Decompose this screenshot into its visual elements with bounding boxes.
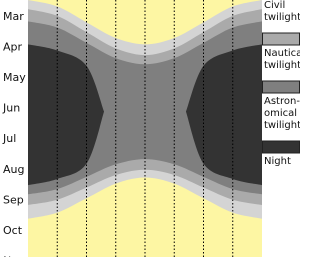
legend-swatch <box>262 32 300 46</box>
y-tick-label: Apr <box>3 40 23 53</box>
y-tick-label: Oct <box>3 224 23 237</box>
y-tick-label: Sep <box>3 193 24 206</box>
chart: Mar Apr May Jun Jul Aug Sep Oct Nov Civiltwilight… <box>2 0 300 257</box>
band-area <box>185 44 262 186</box>
y-tick-label: Jun <box>2 102 20 115</box>
y-tick-label: Nov <box>3 255 25 257</box>
legend-swatch <box>262 80 300 94</box>
legend-label: Nauticaltwilight <box>264 48 300 71</box>
legend-label: Night <box>264 156 291 167</box>
y-tick-label: Mar <box>3 10 24 23</box>
y-tick-label: Jul <box>2 132 16 145</box>
y-tick-label: Aug <box>3 163 24 176</box>
legend-label: Astron-omical twilight <box>264 96 300 131</box>
y-tick-label: May <box>3 71 26 84</box>
band-area <box>28 44 105 186</box>
legend-label: Civil twilight <box>264 0 300 23</box>
legend-swatch <box>262 140 300 154</box>
